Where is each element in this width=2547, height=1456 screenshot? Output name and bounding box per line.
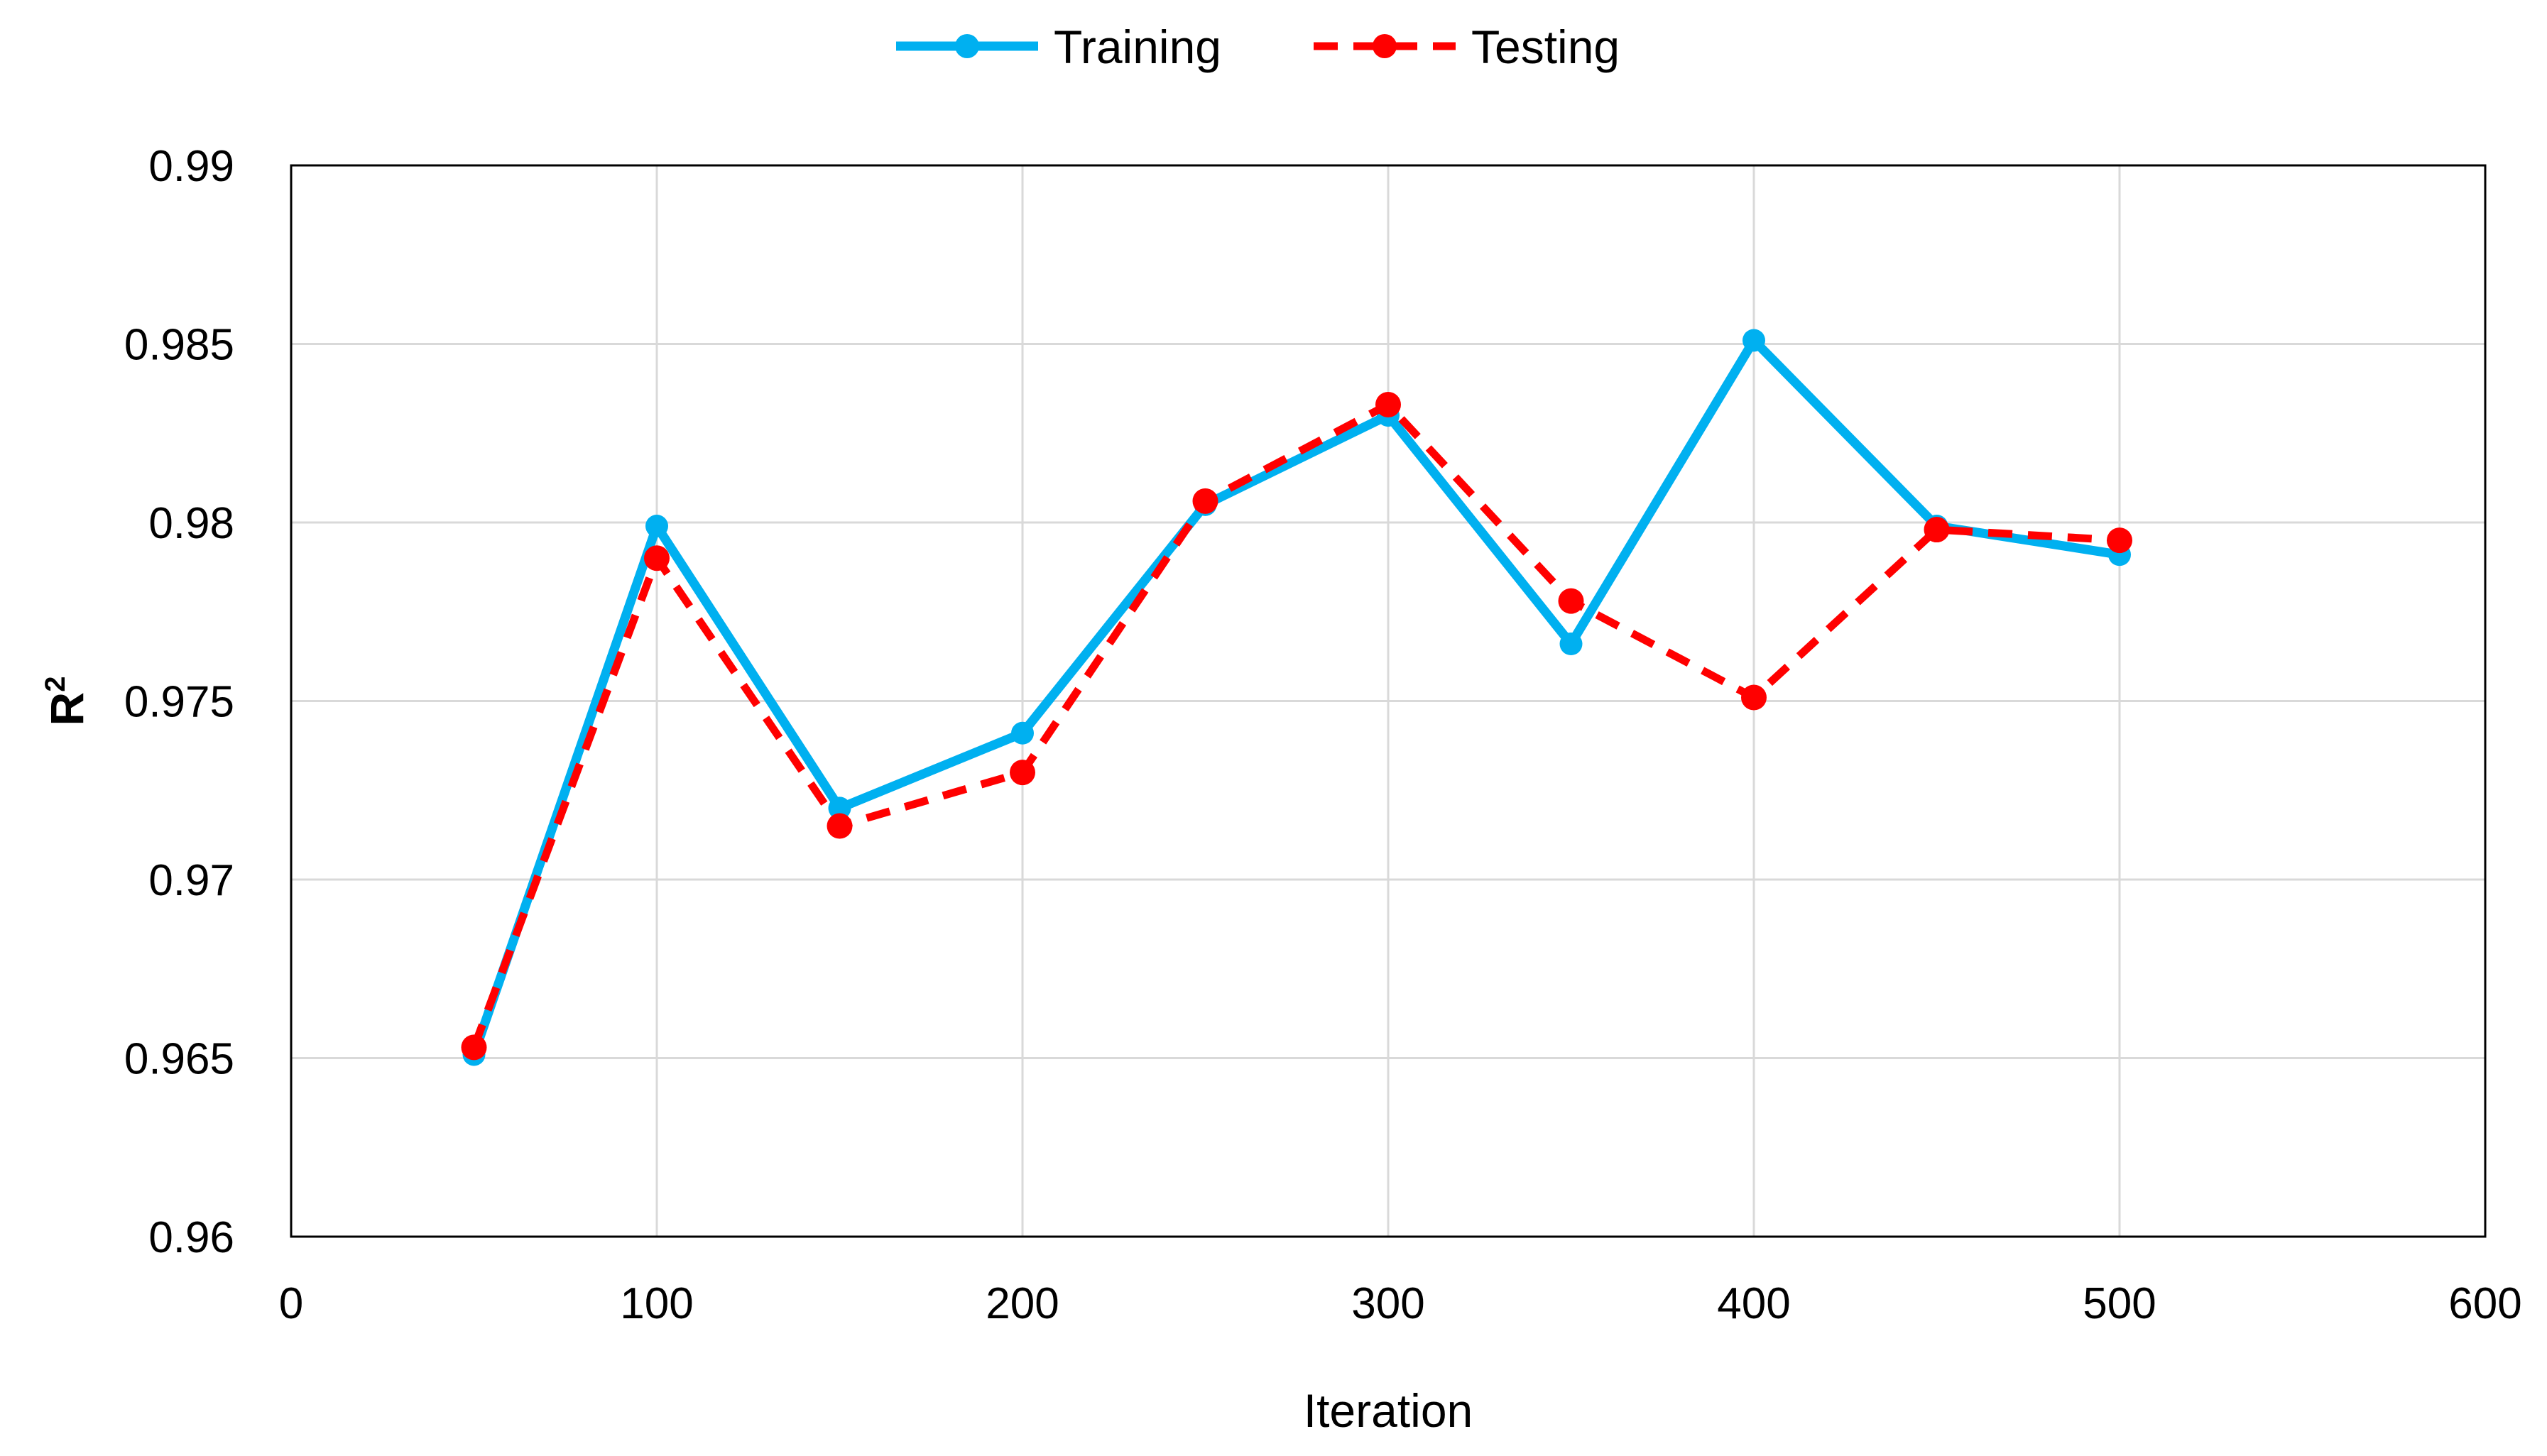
y-tick-label: 0.99 [148, 142, 234, 191]
y-axis-title-superscript: 2 [40, 677, 71, 692]
data-point-training [828, 797, 851, 820]
data-point-testing [1741, 684, 1767, 711]
data-point-training [1559, 633, 1583, 656]
x-tick-label: 100 [620, 1279, 693, 1328]
data-point-testing [1558, 588, 1584, 614]
series-layer [461, 329, 2132, 1066]
data-point-testing [827, 813, 853, 839]
plot-area-border [290, 164, 2487, 1238]
x-tick-label: 300 [1351, 1279, 1424, 1328]
data-point-testing [1375, 392, 1401, 418]
y-tick-label: 0.965 [124, 1035, 234, 1084]
data-point-testing [1192, 488, 1218, 514]
data-point-testing [1010, 760, 1035, 786]
data-point-testing [2107, 527, 2132, 554]
x-tick-label: 200 [986, 1279, 1059, 1328]
data-point-training [1011, 721, 1034, 745]
y-tick-label: 0.96 [148, 1213, 234, 1262]
legend: Training Testing [896, 21, 1620, 73]
legend-item-training: Training [896, 21, 1221, 73]
data-point-testing [1924, 517, 1950, 543]
legend-marker-training [955, 34, 979, 58]
x-axis-tick-labels: 0 100 200 300 400 500 600 [279, 1279, 2522, 1328]
legend-item-testing: Testing [1314, 21, 1620, 73]
data-point-testing [461, 1034, 487, 1061]
y-tick-label: 0.975 [124, 678, 234, 727]
x-tick-label: 600 [2448, 1279, 2521, 1328]
series-line-testing [470, 400, 2120, 1049]
legend-label-training: Training [1054, 21, 1221, 73]
legend-marker-testing [1373, 34, 1397, 58]
legend-label-testing: Testing [1471, 21, 1620, 73]
x-tick-label: 400 [1717, 1279, 1790, 1328]
data-point-training [1742, 329, 1765, 352]
x-tick-label: 0 [279, 1279, 303, 1328]
data-point-testing [644, 545, 670, 571]
y-axis-title: R2 [40, 677, 93, 726]
series-line-training [469, 336, 2125, 1059]
data-point-training [645, 515, 668, 538]
y-tick-label: 0.985 [124, 321, 234, 370]
y-axis-title-base: R [40, 692, 93, 726]
x-axis-title: Iteration [1304, 1384, 1473, 1437]
y-axis-tick-labels: 0.96 0.965 0.97 0.975 0.98 0.985 0.99 [124, 142, 234, 1262]
y-tick-label: 0.98 [148, 499, 234, 548]
x-tick-label: 500 [2083, 1279, 2156, 1328]
series-testing [461, 392, 2132, 1061]
y-tick-label: 0.97 [148, 856, 234, 905]
